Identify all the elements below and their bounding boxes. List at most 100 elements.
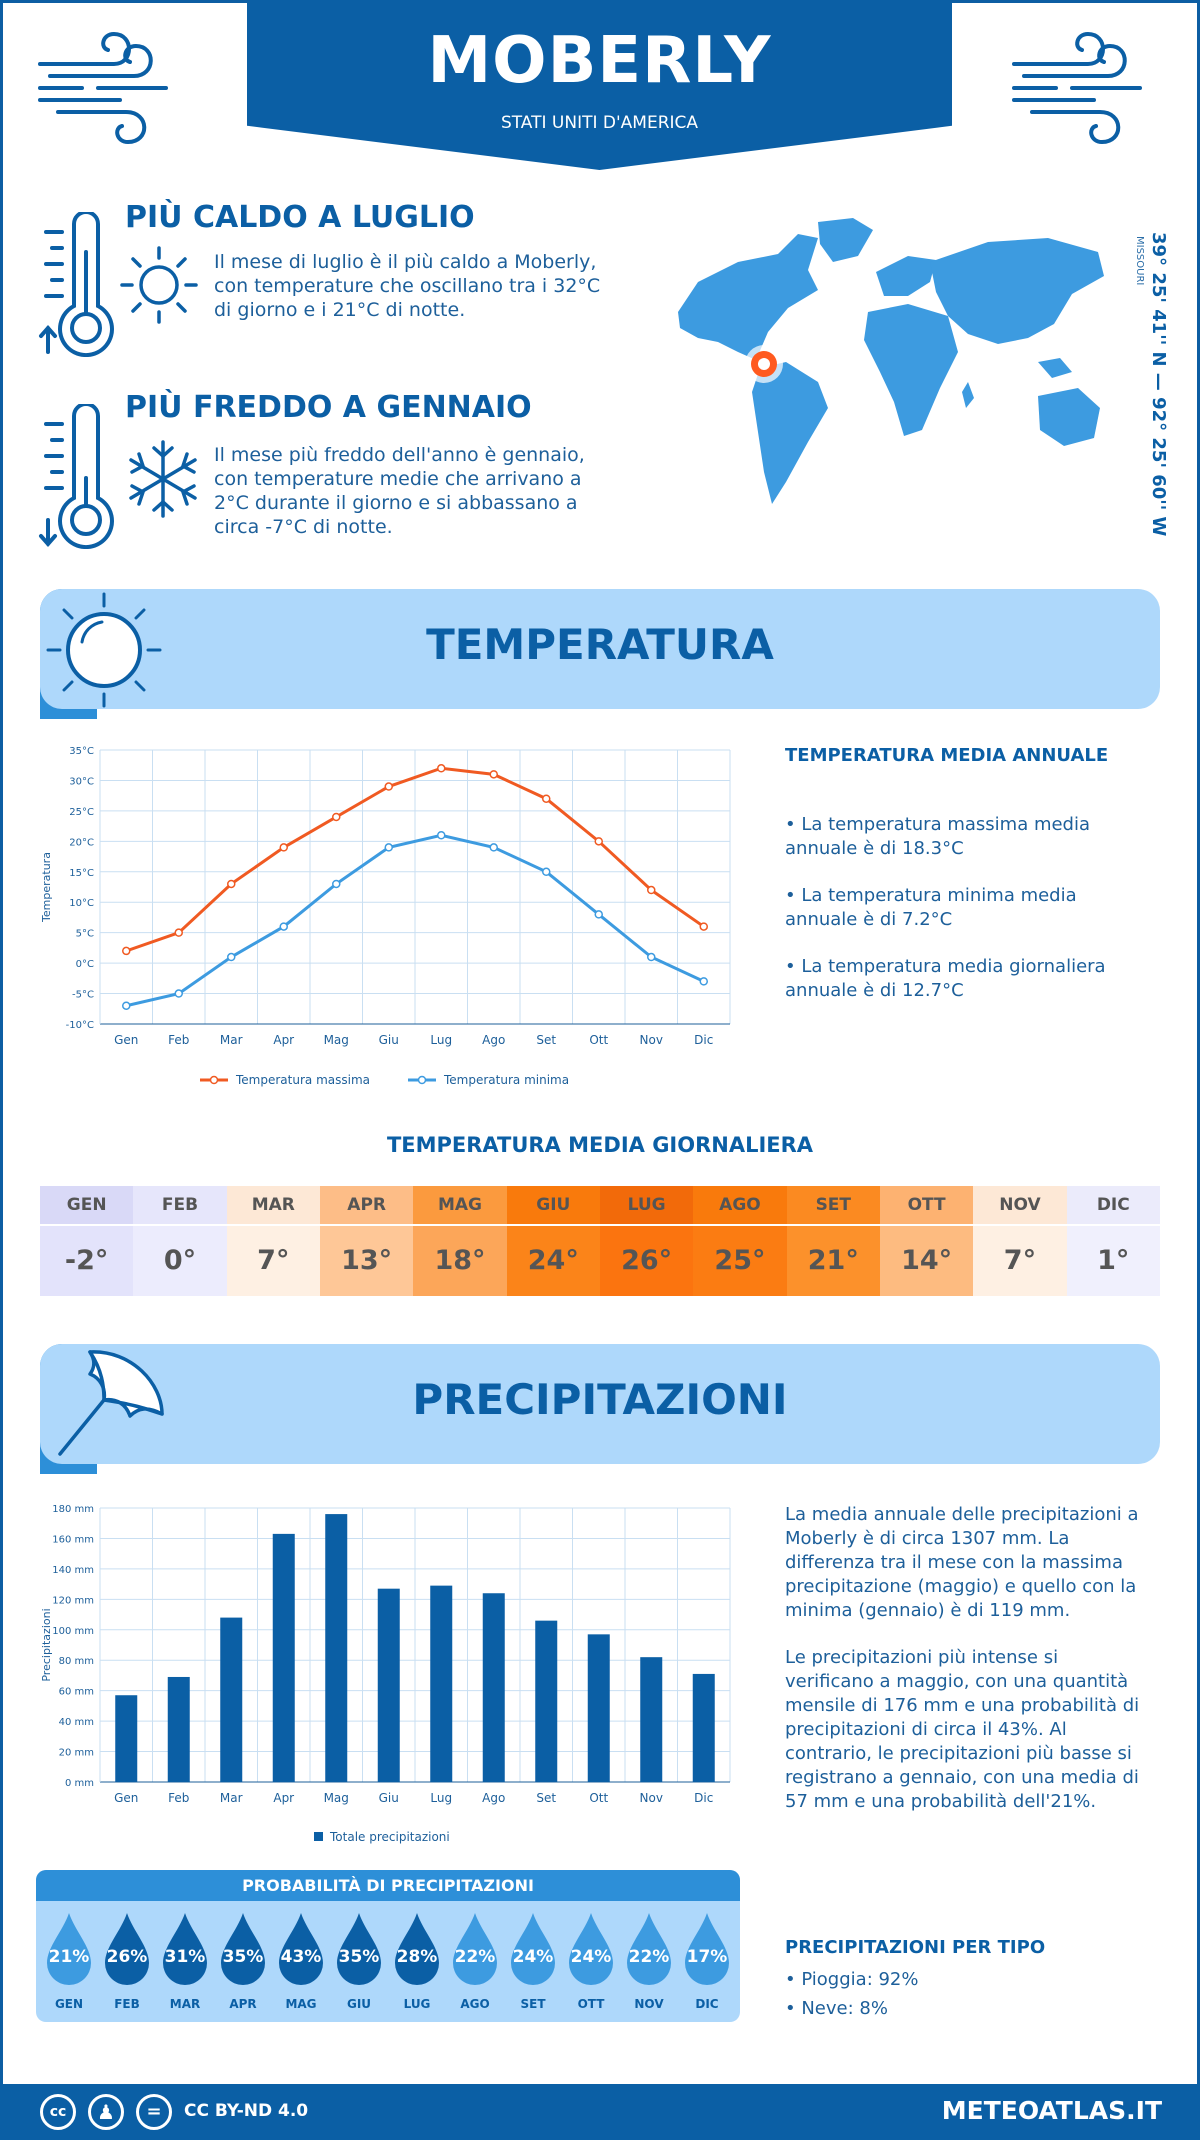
data-point: [699, 922, 708, 931]
daily-temperature-title: TEMPERATURA MEDIA GIORNALIERA: [386, 1133, 814, 1157]
bar: [220, 1617, 243, 1782]
x-tick-label: Giu: [379, 1033, 399, 1047]
precipitation-chart: 0 mm 20 mm 40 mm 60 mm 80 mm 100 mm 120 mm 140 …: [40, 1504, 731, 1844]
footer: cc ♟ = CC BY-ND 4.0 METEOATLAS.IT: [0, 2084, 1200, 2140]
daily-temperature-value: 24°: [506, 1224, 600, 1296]
daily-temperature-value: 7°: [973, 1224, 1067, 1296]
sun-icon: [46, 592, 162, 708]
x-tick-label: Set: [536, 1033, 556, 1047]
x-tick-label: Mag: [324, 1791, 349, 1805]
thermometer-hot-icon: [39, 212, 114, 357]
daily-cell: DIC 1°: [1066, 1186, 1160, 1296]
probability-month: FEB: [114, 1997, 140, 2011]
legend-label: Totale precipitazioni: [329, 1830, 450, 1844]
raindrop-shape: [569, 1913, 613, 1985]
probability-item: 43% MAG: [272, 1901, 330, 2019]
cold-month-title: PIÙ FREDDO A GENNAIO: [125, 390, 532, 425]
legend-swatch: [314, 1832, 323, 1841]
probability-month: APR: [229, 1997, 257, 2011]
wind-icon: [1012, 31, 1142, 145]
temperature-title: TEMPERATURA: [426, 620, 774, 669]
daily-month-label: OTT: [879, 1186, 974, 1224]
raindrop-icon: [627, 1913, 671, 1985]
site-link[interactable]: METEOATLAS.IT: [941, 2096, 1162, 2125]
bar: [115, 1695, 138, 1782]
probability-percent: 22%: [454, 1947, 496, 1967]
daily-month-label: MAG: [413, 1186, 507, 1224]
x-tick-label: Dic: [694, 1791, 713, 1805]
probability-month: LUG: [403, 1997, 431, 2011]
indonesia-shape: [1038, 358, 1072, 378]
y-tick-label: 80 mm: [59, 1656, 94, 1667]
temperature-band: [40, 589, 1160, 709]
daily-month-label: FEB: [133, 1186, 227, 1224]
x-tick-label: Ago: [482, 1033, 505, 1047]
bar: [430, 1585, 453, 1782]
madagascar-shape: [962, 382, 974, 408]
annual-min-text: • La temperatura minima media annuale è …: [785, 885, 1077, 930]
raindrop-shape: [221, 1913, 265, 1985]
data-point: [647, 885, 656, 895]
bar: [482, 1593, 505, 1782]
data-point: [489, 770, 498, 779]
daily-month-label: AGO: [693, 1186, 787, 1224]
data-point: [647, 952, 656, 962]
probability-percent: 35%: [338, 1947, 380, 1967]
raindrop-icon: [511, 1913, 555, 1985]
australia-shape: [1038, 388, 1100, 446]
daily-temperature-value: 13°: [319, 1224, 414, 1296]
daily-temperature-value: -2°: [40, 1224, 134, 1296]
probability-item: 28% LUG: [388, 1901, 446, 2019]
raindrop-icon: [47, 1913, 91, 1985]
daily-cell: GEN -2°: [40, 1186, 134, 1296]
probability-item: 24% OTT: [562, 1901, 620, 2019]
precipitation-band: [40, 1344, 1160, 1464]
raindrop-shape: [47, 1913, 91, 1985]
raindrop-icon: [685, 1913, 729, 1985]
annual-max-text: • La temperatura massima media annuale è…: [785, 814, 1091, 859]
y-tick-label: 35°C: [69, 746, 94, 757]
daily-cell: APR 13°: [319, 1186, 414, 1296]
probability-percent: 35%: [222, 1947, 264, 1967]
legend-marker: [209, 1075, 219, 1085]
data-point: [174, 989, 183, 998]
x-tick-label: Mag: [324, 1033, 349, 1047]
data-point: [594, 910, 603, 919]
raindrop-icon: [105, 1913, 149, 1985]
bar: [377, 1588, 400, 1782]
y-tick-label: 25°C: [69, 807, 94, 818]
temperature-chart: -10°C -5°C 0°C 5°C 10°C 15°C 20°C 25°C 30°C 35°C G…: [40, 746, 731, 1087]
probability-item: 35% GIU: [330, 1901, 388, 2019]
x-tick-label: Dic: [694, 1033, 713, 1047]
probability-drops: 21% GEN 26% FEB 31% MAR 35% APR 43% MAG 35% GIU 28% L…: [36, 1901, 740, 2019]
daily-cell: LUG 26°: [599, 1186, 694, 1296]
y-tick-label: 100 mm: [52, 1626, 94, 1637]
daily-month-label: GEN: [40, 1186, 134, 1224]
legend-label: Temperatura massima: [235, 1073, 370, 1087]
daily-month-label: MAR: [226, 1186, 320, 1224]
africa-shape: [864, 304, 958, 436]
daily-temperature-value: 21°: [786, 1224, 880, 1296]
attribution-icon: ♟: [88, 2094, 124, 2130]
x-tick-label: Mar: [220, 1033, 243, 1047]
daily-cell: GIU 24°: [506, 1186, 600, 1296]
precipitation-probability-box: PROBABILITÀ DI PRECIPITAZIONI 21% GEN 26% F…: [36, 1870, 740, 2022]
probability-item: 17% DIC: [678, 1901, 736, 2019]
raindrop-icon: [337, 1913, 381, 1985]
sun-icon: [120, 246, 198, 324]
y-tick-label: 20 mm: [59, 1748, 94, 1759]
daily-temperature-value: 25°: [693, 1224, 787, 1296]
probability-percent: 26%: [106, 1947, 148, 1967]
data-point: [227, 879, 236, 889]
hot-month-title: PIÙ CALDO A LUGLIO: [125, 200, 475, 235]
city-title: MOBERLY: [427, 24, 772, 98]
data-point: [384, 782, 393, 791]
precipitation-type-heading: PRECIPITAZIONI PER TIPO: [785, 1937, 1046, 1958]
x-tick-label: Set: [536, 1791, 556, 1805]
probability-month: NOV: [634, 1997, 664, 2011]
daily-month-label: LUG: [599, 1186, 694, 1224]
raindrop-shape: [685, 1913, 729, 1985]
thermometer-cold-icon: [39, 404, 114, 549]
daily-cell: OTT 14°: [879, 1186, 974, 1296]
data-point: [437, 830, 446, 840]
